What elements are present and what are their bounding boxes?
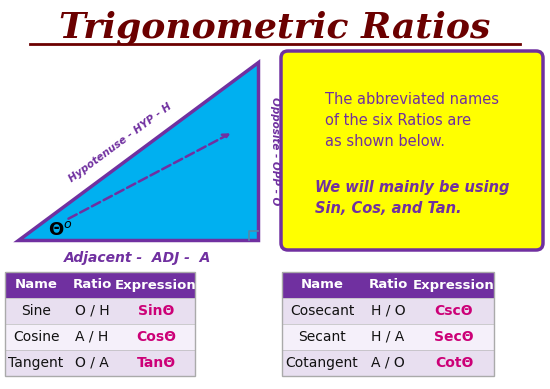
Bar: [67, 324, 117, 350]
Text: The abbreviated names
of the six Ratios are
as shown below.: The abbreviated names of the six Ratios …: [325, 91, 499, 149]
Text: Secant: Secant: [298, 330, 346, 344]
Text: Ratio: Ratio: [368, 279, 408, 291]
Text: Sine: Sine: [21, 304, 51, 318]
Bar: [282, 272, 494, 376]
Bar: [362, 324, 414, 350]
Bar: [117, 324, 195, 350]
Text: Trigonometric Ratios: Trigonometric Ratios: [59, 11, 491, 45]
Text: CosΘ: CosΘ: [136, 330, 176, 344]
Text: Name: Name: [300, 279, 343, 291]
Text: SinΘ: SinΘ: [138, 304, 174, 318]
Polygon shape: [18, 62, 258, 240]
Bar: [282, 272, 362, 298]
Text: Cosecant: Cosecant: [290, 304, 354, 318]
Text: Expression: Expression: [115, 279, 197, 291]
Text: Adjacent -  ADJ -  A: Adjacent - ADJ - A: [64, 251, 212, 265]
Text: Hypotenuse - HYP - H: Hypotenuse - HYP - H: [67, 102, 173, 184]
Bar: [67, 350, 117, 376]
Text: A / H: A / H: [75, 330, 109, 344]
Text: Opposite - OPP - O: Opposite - OPP - O: [270, 97, 280, 205]
Bar: [362, 350, 414, 376]
Bar: [414, 350, 494, 376]
Bar: [282, 350, 362, 376]
Text: Cotangent: Cotangent: [285, 356, 359, 370]
Bar: [5, 298, 67, 324]
Bar: [117, 272, 195, 298]
Bar: [362, 272, 414, 298]
Text: CscΘ: CscΘ: [434, 304, 474, 318]
Text: Name: Name: [14, 279, 57, 291]
Bar: [362, 298, 414, 324]
Bar: [67, 298, 117, 324]
Text: Cosine: Cosine: [13, 330, 59, 344]
Text: Tangent: Tangent: [8, 356, 64, 370]
Text: O / H: O / H: [75, 304, 109, 318]
Text: H / O: H / O: [371, 304, 405, 318]
Bar: [5, 350, 67, 376]
Text: We will mainly be using
Sin, Cos, and Tan.: We will mainly be using Sin, Cos, and Ta…: [315, 180, 509, 216]
Text: Ratio: Ratio: [72, 279, 112, 291]
Bar: [5, 324, 67, 350]
Bar: [5, 272, 67, 298]
Text: SecΘ: SecΘ: [434, 330, 474, 344]
Text: TanΘ: TanΘ: [136, 356, 175, 370]
Text: A / O: A / O: [371, 356, 405, 370]
FancyBboxPatch shape: [281, 51, 543, 250]
Bar: [282, 324, 362, 350]
Bar: [117, 298, 195, 324]
Bar: [117, 350, 195, 376]
Bar: [414, 272, 494, 298]
Bar: [282, 298, 362, 324]
Bar: [414, 298, 494, 324]
Text: CotΘ: CotΘ: [435, 356, 473, 370]
Text: Expression: Expression: [413, 279, 495, 291]
Text: H / A: H / A: [371, 330, 405, 344]
Text: O / A: O / A: [75, 356, 109, 370]
Bar: [414, 324, 494, 350]
Text: $\mathbf{\Theta}^o$: $\mathbf{\Theta}^o$: [48, 221, 73, 239]
Bar: [5, 272, 195, 376]
Bar: [67, 272, 117, 298]
